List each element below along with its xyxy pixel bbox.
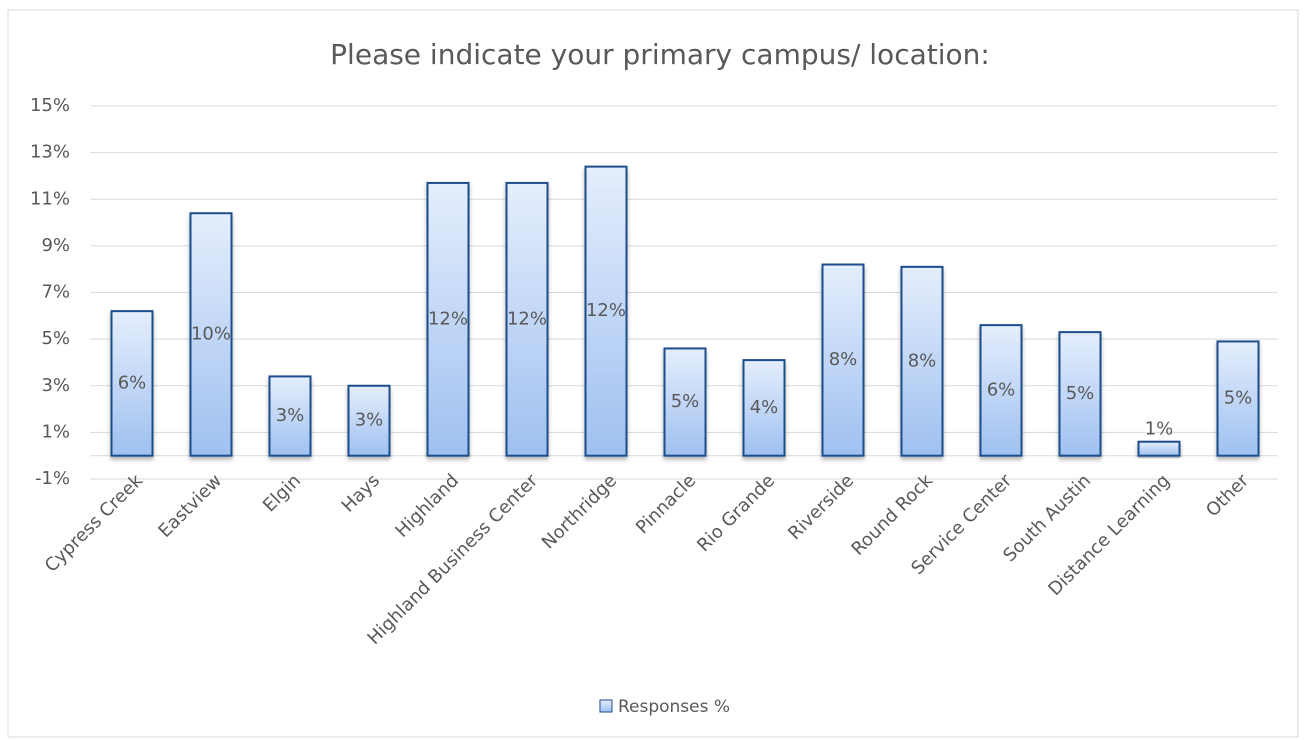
data-label: 12% xyxy=(507,308,547,329)
data-label: 6% xyxy=(987,379,1016,400)
data-label: 12% xyxy=(586,300,626,321)
bar xyxy=(821,263,865,457)
data-label: 8% xyxy=(829,349,858,370)
data-label: 5% xyxy=(1066,383,1095,404)
legend-swatch xyxy=(599,699,613,713)
y-tick-label: 9% xyxy=(41,235,70,256)
bar xyxy=(584,165,628,457)
data-label: 4% xyxy=(750,397,779,418)
bar xyxy=(505,181,549,457)
y-tick-label: 11% xyxy=(30,188,70,209)
data-label: 8% xyxy=(908,350,937,371)
y-tick-label: 15% xyxy=(30,95,70,116)
data-label: 6% xyxy=(118,372,147,393)
y-tick-label: 5% xyxy=(41,328,70,349)
bar xyxy=(1058,331,1102,457)
data-label: 3% xyxy=(276,405,305,426)
data-label: 5% xyxy=(1224,388,1253,409)
y-tick-label: 3% xyxy=(41,375,70,396)
bar xyxy=(426,181,470,457)
data-label: 1% xyxy=(1145,419,1174,440)
y-tick-label: 1% xyxy=(41,421,70,442)
chart-title: Please indicate your primary campus/ loc… xyxy=(330,38,990,71)
y-tick-label: 7% xyxy=(41,282,70,303)
legend-label: Responses % xyxy=(618,697,730,717)
data-label: 5% xyxy=(671,391,700,412)
bar xyxy=(1137,440,1181,457)
bar xyxy=(110,310,154,457)
data-label: 3% xyxy=(355,410,384,431)
data-label: 12% xyxy=(428,308,468,329)
legend: Responses % xyxy=(599,697,730,717)
bar xyxy=(742,359,786,457)
bar xyxy=(979,324,1023,457)
y-tick-label: -1% xyxy=(35,468,70,489)
data-label: 10% xyxy=(191,323,231,344)
bar xyxy=(1216,340,1260,457)
bar xyxy=(663,347,707,457)
bar xyxy=(189,212,233,457)
bar xyxy=(900,265,944,457)
y-tick-label: 13% xyxy=(30,142,70,163)
bar xyxy=(347,384,391,457)
bar xyxy=(268,375,312,457)
